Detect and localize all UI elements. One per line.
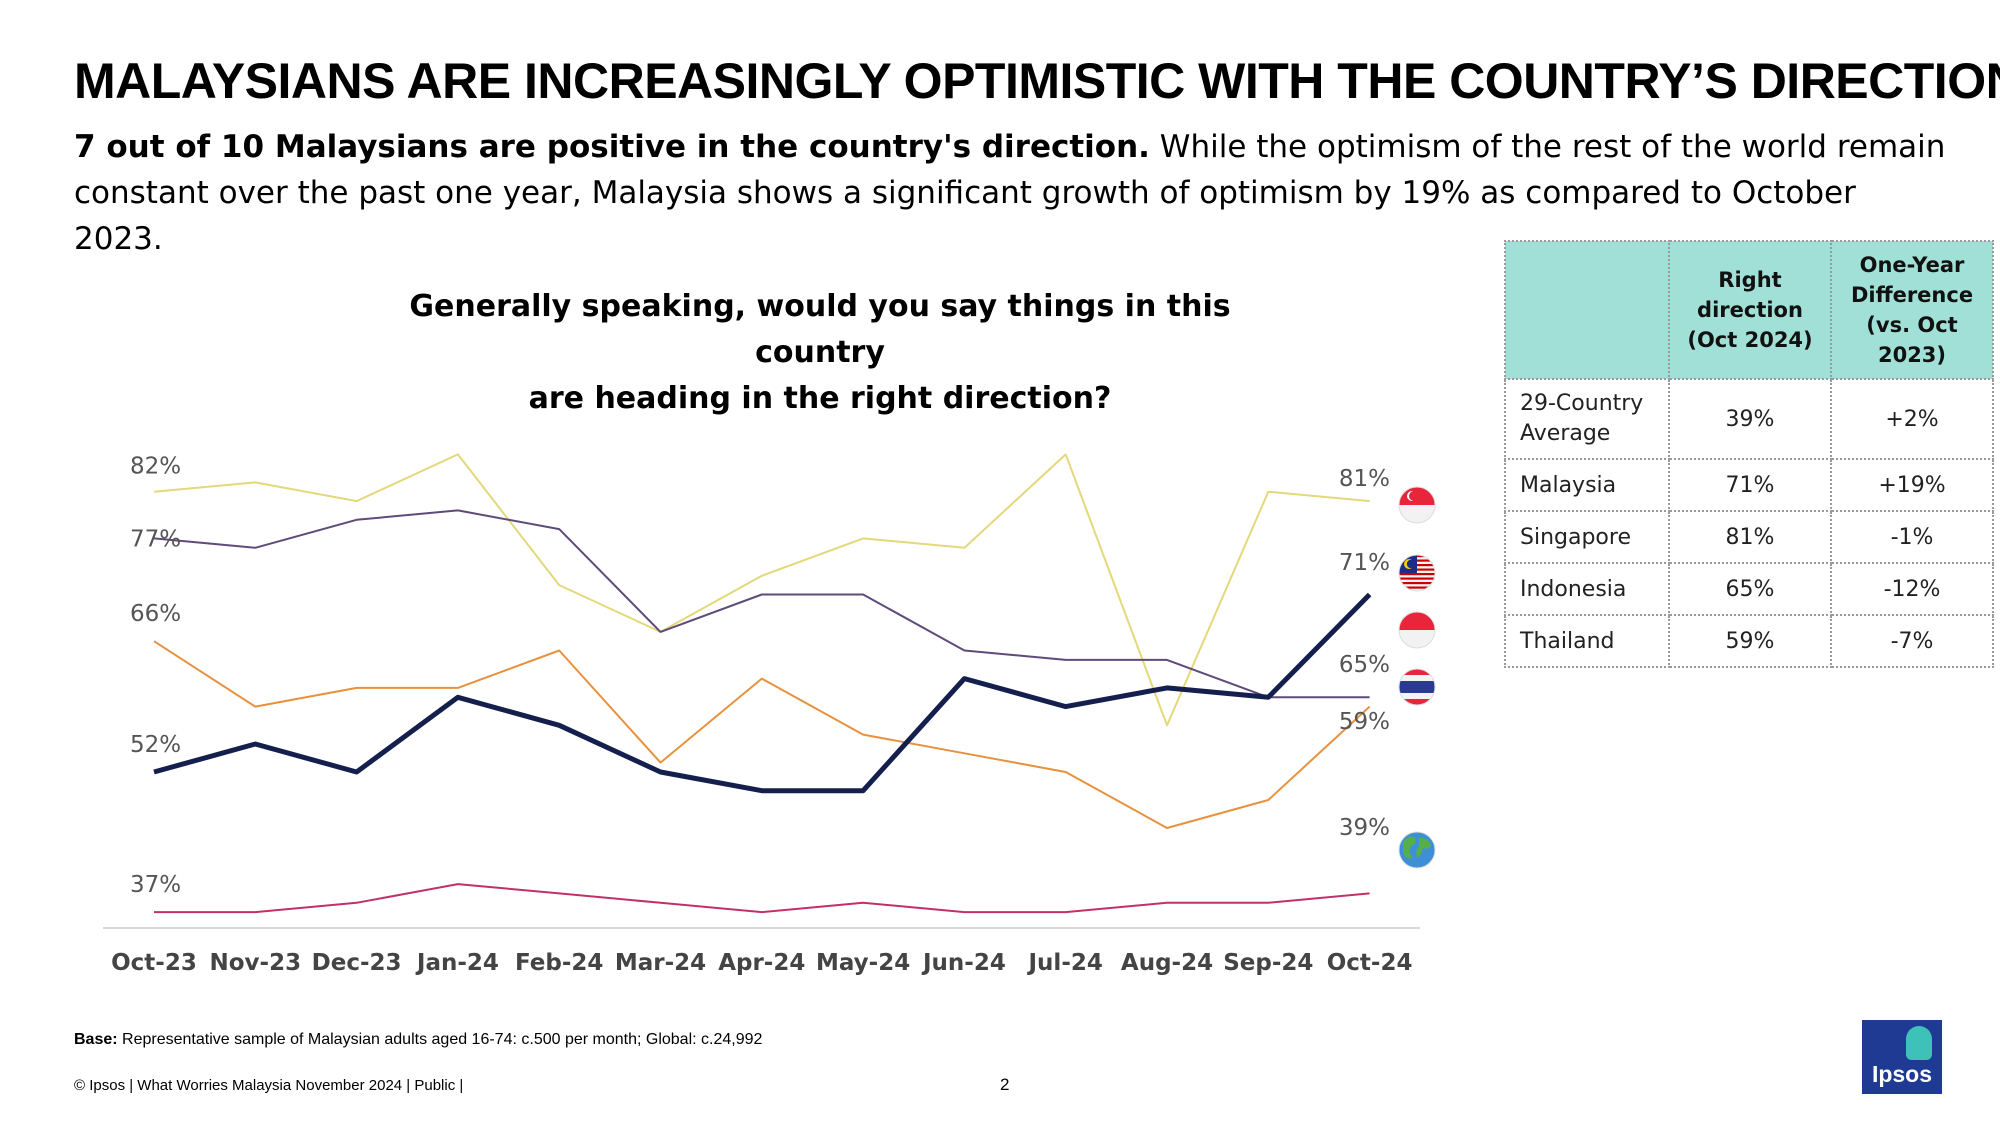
chart-title-line-1: Generally speaking, would you say things… <box>409 289 1231 370</box>
series-line-malaysia <box>153 592 1372 794</box>
logo-text: Ipsos <box>1871 1061 1933 1087</box>
x-tick-label: Feb-24 <box>515 950 603 976</box>
label-layer: 82% 77% 66% 52% 37% 81% 71% 65% 59% 39% <box>130 454 1390 898</box>
copyright-text: © Ipsos | What Worries Malaysia November… <box>74 1077 464 1094</box>
series-line-indonesia <box>153 509 1370 699</box>
country-name: Malaysia <box>1504 458 1670 512</box>
start-value-label: 77% <box>130 526 181 552</box>
end-value-label: 65% <box>1339 652 1390 678</box>
globe-icon <box>1398 831 1436 869</box>
chart-title-line-2: are heading in the right direction? <box>528 381 1112 416</box>
series-line-thailand <box>153 640 1371 829</box>
difference-value: -7% <box>1830 614 1994 668</box>
x-tick-label: Oct-24 <box>1327 950 1413 976</box>
base-note: Base: Representative sample of Malaysian… <box>74 1031 762 1049</box>
page-title: MALAYSIANS ARE INCREASINGLY OPTIMISTIC W… <box>74 53 2000 109</box>
right-direction-value: 81% <box>1668 510 1832 564</box>
singapore-flag-icon <box>1398 486 1436 524</box>
right-direction-value: 71% <box>1668 458 1832 512</box>
icon-layer <box>1398 486 1436 869</box>
page-subtitle: 7 out of 10 Malaysians are positive in t… <box>74 124 1954 262</box>
table-row: Indonesia 65% -12% <box>1504 562 1994 616</box>
x-tick-label: Mar-24 <box>615 950 706 976</box>
x-tick-label: May-24 <box>816 950 910 976</box>
difference-value: -12% <box>1830 562 1994 616</box>
subtitle-text: While the optimism of the rest of the wo… <box>74 129 1946 257</box>
right-direction-value: 59% <box>1668 614 1832 668</box>
table-row: Malaysia 71% +19% <box>1504 458 1994 512</box>
summary-table: Right direction (Oct 2024) One-Year Diff… <box>1504 240 1994 668</box>
series-line-singapore <box>153 453 1370 727</box>
table-row: Singapore 81% -1% <box>1504 510 1994 564</box>
end-value-label: 81% <box>1339 466 1390 492</box>
country-name: Indonesia <box>1504 562 1670 616</box>
x-axis-ticks: Oct-23 Nov-23 Dec-23 Jan-24 Feb-24 Mar-24 Apr-… <box>111 950 1412 976</box>
start-value-label: 52% <box>130 732 181 758</box>
x-tick-label: Sep-24 <box>1223 950 1313 976</box>
country-name: 29-Country Average <box>1504 378 1670 460</box>
base-text: Representative sample of Malaysian adult… <box>117 1031 763 1048</box>
end-value-label: 71% <box>1339 550 1390 576</box>
end-value-label: 59% <box>1339 709 1390 735</box>
country-name: Singapore <box>1504 510 1670 564</box>
end-value-label: 39% <box>1339 815 1390 841</box>
right-direction-value: 65% <box>1668 562 1832 616</box>
table-header-row: Right direction (Oct 2024) One-Year Diff… <box>1504 240 1994 380</box>
table-row: 29-Country Average 39% +2% <box>1504 378 1994 460</box>
subtitle-highlight: 7 out of 10 Malaysians are positive in t… <box>74 129 1150 165</box>
start-value-label: 37% <box>130 872 181 898</box>
x-tick-label: Nov-23 <box>209 950 301 976</box>
start-value-label: 82% <box>130 454 181 480</box>
table-row: Thailand 59% -7% <box>1504 614 1994 668</box>
table-header-right-direction: Right direction (Oct 2024) <box>1668 240 1832 380</box>
x-tick-label: Oct-23 <box>111 950 197 976</box>
chart-title: Generally speaking, would you say things… <box>380 284 1260 422</box>
x-tick-label: Apr-24 <box>718 950 805 976</box>
table-header-blank <box>1504 240 1670 380</box>
start-value-label: 66% <box>130 601 181 627</box>
indonesia-flag-icon <box>1398 611 1436 649</box>
right-direction-value: 39% <box>1668 378 1832 460</box>
thailand-flag-icon <box>1398 668 1436 706</box>
table-header-one-year-difference: One-Year Difference (vs. Oct 2023) <box>1830 240 1994 380</box>
logo-mark-icon <box>1906 1026 1932 1060</box>
difference-value: +2% <box>1830 378 1994 460</box>
line-chart: 82% 77% 66% 52% 37% 81% 71% 65% 59% 39% Oct-23 Nov… <box>103 453 1436 976</box>
country-name: Thailand <box>1504 614 1670 668</box>
x-tick-label: Jul-24 <box>1027 950 1103 976</box>
x-tick-label: Jan-24 <box>415 950 499 976</box>
base-label: Base: <box>74 1031 118 1048</box>
series-line-global <box>154 883 1370 914</box>
difference-value: -1% <box>1830 510 1994 564</box>
series-layer <box>153 453 1372 914</box>
difference-value: +19% <box>1830 458 1994 512</box>
page-number: 2 <box>1000 1075 1010 1094</box>
malaysia-flag-icon <box>1398 554 1436 592</box>
x-tick-label: Dec-23 <box>312 950 402 976</box>
x-tick-label: Aug-24 <box>1121 950 1213 976</box>
ipsos-logo: Ipsos <box>1862 1020 1942 1094</box>
x-tick-label: Jun-24 <box>921 950 1006 976</box>
